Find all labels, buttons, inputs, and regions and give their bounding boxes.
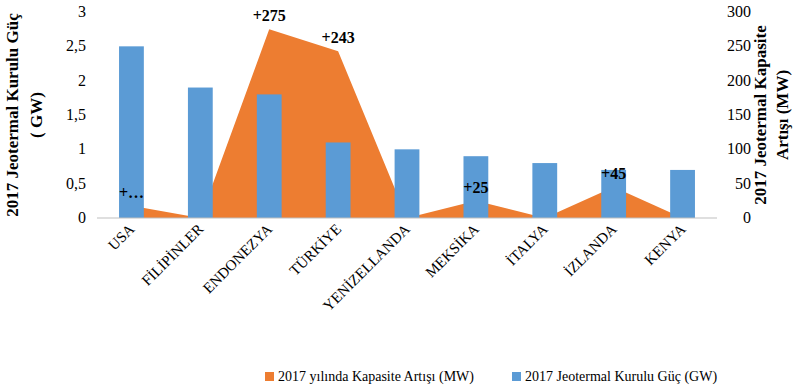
y2-tick <box>717 115 721 116</box>
x-tick-label: TÜRKİYE <box>286 221 344 279</box>
y2-tick-label: 150 <box>727 106 751 123</box>
x-tick-label: İTALYA <box>503 221 551 269</box>
y-tick-label: 2 <box>78 72 86 89</box>
legend-swatch <box>265 372 274 381</box>
data-label: +243 <box>322 29 355 46</box>
bar <box>463 156 488 218</box>
bar <box>326 142 351 218</box>
data-label: +… <box>119 184 144 201</box>
y2-tick-label: 0 <box>743 209 751 226</box>
chart: +…+275+243+25+4500,511,522,5305010015020… <box>0 0 796 389</box>
x-tick-label: FİLİPİNLER <box>139 221 207 289</box>
y2-tick <box>717 12 721 13</box>
bar <box>119 46 144 218</box>
y2-tick <box>717 80 721 81</box>
x-tick-label: MEKSİKA <box>422 221 482 281</box>
y2-tick <box>717 183 721 184</box>
y2-tick <box>717 46 721 47</box>
bar <box>188 88 213 218</box>
data-label: +25 <box>463 179 488 196</box>
bar <box>532 163 557 218</box>
legend-swatch <box>512 372 521 381</box>
y-tick <box>93 46 97 47</box>
y-tick <box>93 12 97 13</box>
y-tick <box>93 149 97 150</box>
y-tick <box>93 218 97 219</box>
y-tick <box>93 115 97 116</box>
y2-tick-label: 50 <box>735 175 751 192</box>
y-tick-label: 0,5 <box>66 175 86 192</box>
legend-label: 2017 Jeotermal Kurulu Güç (GW) <box>525 369 717 385</box>
y2-tick <box>717 149 721 150</box>
y-tick-label: 1 <box>78 140 86 157</box>
x-tick-label: KENYA <box>641 221 688 268</box>
y2-tick-label: 250 <box>727 37 751 54</box>
y-tick-label: 1,5 <box>66 106 86 123</box>
y-tick <box>93 80 97 81</box>
x-tick-label: ENDONEZYA <box>200 221 276 297</box>
x-tick-label: YENİZELLANDA <box>320 221 413 314</box>
legend: 2017 yılında Kapasite Artışı (MW) 2017 Je… <box>265 369 717 385</box>
x-axis-line <box>97 218 717 219</box>
bar <box>670 170 695 218</box>
y-tick <box>93 183 97 184</box>
bar <box>257 94 282 218</box>
x-tick-label: İZLANDA <box>561 221 620 280</box>
y2-tick-label: 200 <box>727 72 751 89</box>
data-label: +45 <box>601 165 626 182</box>
y2-tick-label: 100 <box>727 140 751 157</box>
y-tick-label: 3 <box>78 3 86 20</box>
y-axis-title: ( GW) <box>27 92 46 138</box>
y2-tick <box>717 218 721 219</box>
bar <box>395 149 420 218</box>
labels: +… +275 +243 +25 +45 <box>119 7 626 200</box>
y-tick-label: 0 <box>78 209 86 226</box>
plot-area <box>119 29 695 218</box>
area <box>131 29 682 218</box>
y2-axis-title: Artışı (MW) <box>773 70 792 160</box>
x-tick-label: USA <box>105 221 138 254</box>
data-label: +275 <box>253 7 286 24</box>
y2-tick-label: 300 <box>727 3 751 20</box>
y-axis-title: 2017 Jeotermal Kurulu Güç <box>3 13 22 217</box>
y2-axis-title: 2017 Jeotermal Kapasite <box>751 25 770 205</box>
y-tick-label: 2,5 <box>66 37 86 54</box>
legend-label: 2017 yılında Kapasite Artışı (MW) <box>278 369 474 385</box>
